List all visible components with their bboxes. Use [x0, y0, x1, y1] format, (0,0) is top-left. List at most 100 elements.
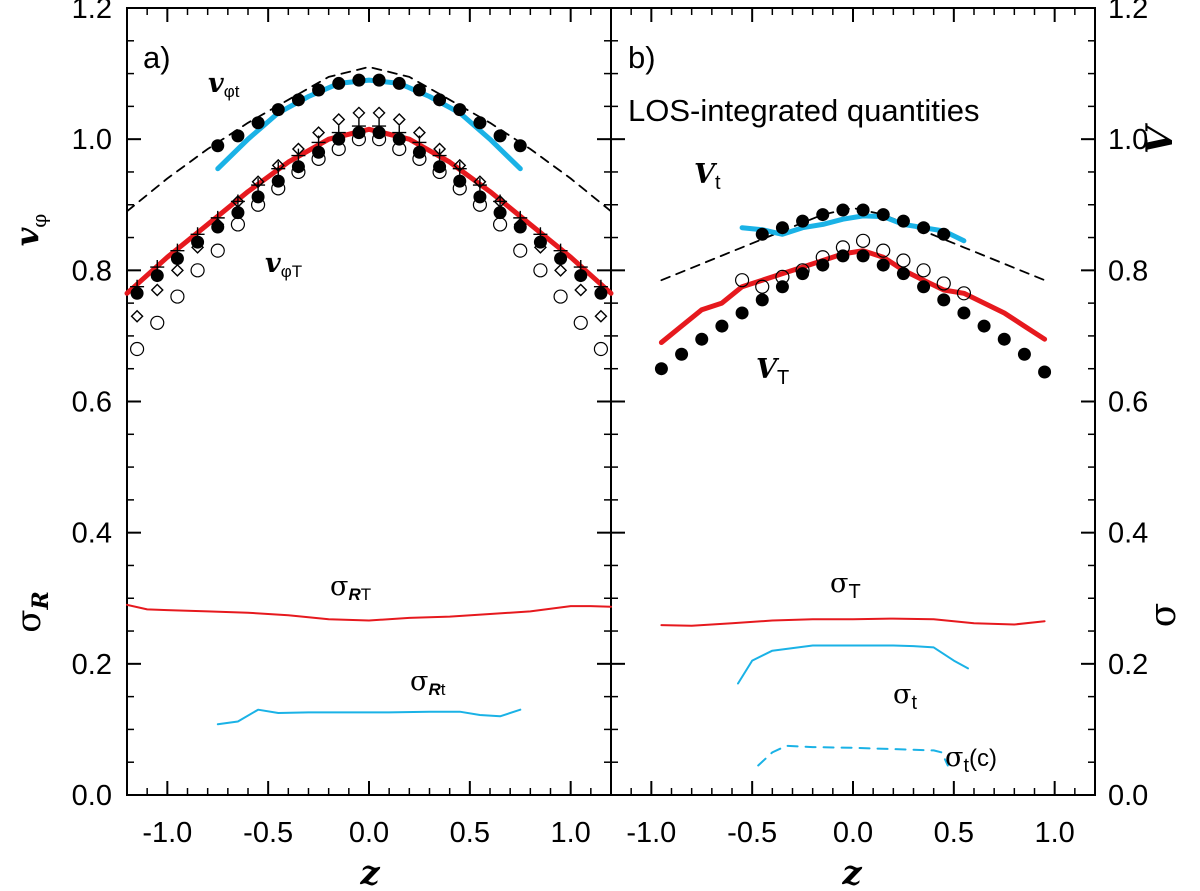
series-a-5-point: [170, 289, 185, 304]
series-b-5-point: [755, 279, 770, 294]
series-a-7-point: [351, 119, 366, 134]
series-a-5-point: [472, 197, 488, 212]
panel-a-frame: [126, 7, 612, 796]
series-a-6-point: [533, 240, 547, 254]
series-a-4-point: [513, 220, 527, 234]
y-tick-label: 0.0: [1108, 780, 1148, 812]
series-a-7-point: [170, 243, 185, 258]
series-a-5-point: [190, 263, 205, 278]
series-a-5-point: [392, 141, 407, 157]
series-a-7-point: [271, 161, 286, 176]
label-V-t: Vt: [694, 159, 721, 194]
panel-b-label: b): [628, 40, 656, 75]
series-b-5-point: [936, 276, 951, 291]
series-b-4-point: [937, 293, 951, 307]
series-b-4-point: [755, 293, 769, 307]
series-a-6-point: [352, 106, 366, 120]
series-a-7-point: [493, 194, 508, 209]
series-a-9-line: [216, 708, 522, 726]
series-a-7-point: [452, 161, 467, 176]
series-a-4-point: [251, 190, 265, 204]
series-b-6-line: [660, 617, 1046, 627]
label-vphi-T: vφT: [265, 248, 302, 281]
series-a-2-point: [231, 129, 245, 143]
series-a-2-point: [453, 103, 467, 117]
x-tick-label: 1.0: [551, 817, 591, 849]
series-a-5-point: [513, 243, 528, 258]
series-a-6-point: [191, 240, 205, 254]
series-b-3-line: [658, 248, 1048, 345]
panel-a-series: [124, 66, 614, 726]
series-b-2-point: [896, 214, 910, 228]
x-axis-title-a: z: [359, 853, 380, 891]
series-a-6-point: [594, 309, 608, 323]
series-a-5-point: [492, 217, 508, 232]
series-a-4-point: [554, 252, 568, 266]
x-tick-label: -1.0: [142, 817, 192, 849]
series-a-4-point: [453, 174, 467, 188]
series-a-4-point: [574, 269, 588, 283]
panel-a-ticks: [126, 7, 612, 796]
series-a-5-point: [452, 181, 467, 196]
series-a-4-point: [473, 190, 487, 204]
series-a-7-point: [291, 148, 306, 163]
series-b-0-line: [660, 207, 1046, 282]
series-a-5-point: [291, 164, 306, 180]
panel-b-series: [654, 203, 1052, 767]
series-a-7-point: [190, 227, 205, 242]
series-a-7-point: [150, 260, 165, 275]
series-b-4-point: [957, 306, 971, 320]
series-b-4-point: [856, 249, 870, 263]
x-axis-title-b: z: [841, 853, 862, 891]
series-a-4-point: [211, 220, 225, 234]
label-V-T: VT: [756, 354, 789, 389]
series-a-5-point: [593, 341, 609, 357]
series-b-4-point: [977, 319, 991, 333]
series-b-4-point: [917, 280, 931, 294]
label-sigma-RT: σRT: [330, 571, 371, 604]
series-a-5-point: [533, 263, 548, 278]
series-a-7-point: [412, 135, 427, 150]
series-a-7-point: [472, 178, 487, 193]
label-vphi-t: vφt: [208, 68, 240, 101]
series-a-4-point: [493, 206, 507, 220]
series-b-2-point: [917, 221, 931, 235]
series-a-4-point: [291, 160, 305, 174]
y-tick-label: 0.8: [1108, 255, 1148, 287]
series-a-2-point: [291, 93, 305, 107]
series-a-7-point: [573, 260, 588, 275]
series-a-5-point: [271, 181, 286, 196]
series-b-4-point: [896, 267, 910, 281]
x-tick-label: 1.0: [1035, 817, 1075, 849]
series-b-7-line: [737, 644, 969, 685]
x-tick-label: -0.5: [727, 817, 777, 849]
series-b-2-point: [876, 208, 890, 222]
series-a-7-point: [533, 227, 548, 242]
x-tick-label: 0.0: [349, 817, 389, 849]
series-b-4-point: [1038, 365, 1052, 379]
series-a-6-point: [332, 113, 346, 126]
series-a-5-point: [331, 141, 346, 157]
series-a-2-point: [251, 116, 265, 130]
label-sigma-T: σT: [830, 568, 861, 603]
series-a-5-point: [311, 151, 326, 166]
series-a-2-point: [392, 76, 406, 90]
series-a-4-point: [271, 174, 285, 188]
series-a-2-point: [332, 76, 346, 90]
series-a-2-point: [211, 139, 225, 153]
series-a-4-point: [150, 269, 164, 283]
panel-b-title: LOS-integrated quantities: [628, 93, 980, 128]
series-a-6-point: [513, 217, 527, 231]
x-tick-label: 0.5: [450, 817, 490, 849]
panel-a-label: a): [143, 40, 171, 75]
panel-b-ticks: [610, 7, 1096, 796]
y-tick-label: 0.8: [72, 255, 112, 287]
series-a-6-point: [574, 283, 588, 297]
series-b-4-point: [796, 267, 810, 281]
series-a-5-point: [412, 151, 427, 166]
series-a-7-point: [210, 210, 225, 225]
series-a-2-point: [271, 103, 285, 117]
series-b-5-point: [896, 253, 911, 268]
series-b-4-point: [997, 332, 1011, 346]
